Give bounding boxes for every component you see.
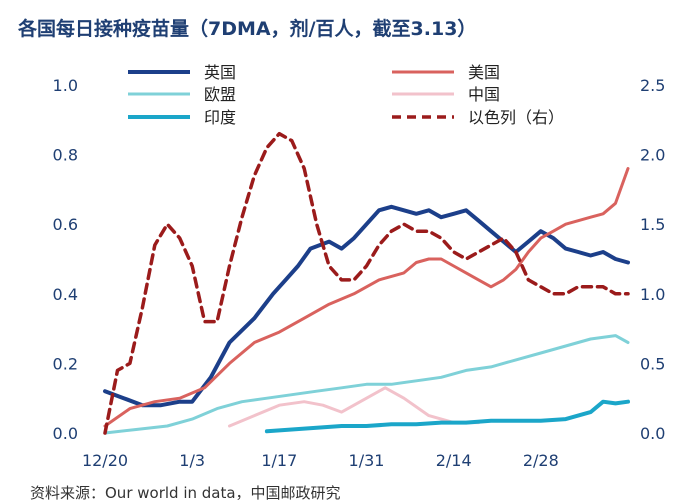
legend-label: 以色列（右）	[468, 108, 564, 127]
y-right-tick-label: 1.0	[640, 285, 665, 304]
legend-label: 美国	[468, 63, 500, 82]
legend-label: 印度	[204, 108, 236, 127]
source-note: 资料来源：Our world in data，中国邮政研究	[30, 484, 341, 502]
series-line	[103, 167, 630, 428]
x-tick-label: 12/20	[82, 451, 128, 470]
series-line	[264, 399, 630, 434]
series-line	[103, 334, 630, 435]
y-left-tick-label: 0.0	[53, 424, 78, 443]
y-left-tick-label: 0.8	[53, 146, 78, 165]
legend-label: 英国	[204, 63, 236, 82]
x-tick-label: 2/28	[523, 451, 559, 470]
y-right-tick-label: 0.0	[640, 424, 665, 443]
y-left-tick-label: 0.2	[53, 354, 78, 373]
x-tick-label: 1/3	[179, 451, 205, 470]
y-right-tick-label: 1.5	[640, 215, 665, 234]
series-line	[228, 386, 481, 428]
series-line	[103, 131, 630, 435]
y-right-tick-label: 2.5	[640, 76, 665, 95]
y-right-tick-label: 2.0	[640, 146, 665, 165]
x-tick-label: 2/14	[436, 451, 472, 470]
series-line	[103, 204, 630, 408]
x-tick-label: 1/17	[261, 451, 297, 470]
y-left-tick-label: 1.0	[53, 76, 78, 95]
y-left-tick-label: 0.6	[53, 215, 78, 234]
legend-label: 中国	[468, 85, 500, 104]
legend-label: 欧盟	[204, 85, 236, 104]
chart-title: 各国每日接种疫苗量（7DMA，剂/百人，截至3.13）	[18, 18, 477, 40]
y-right-tick-label: 0.5	[640, 354, 665, 373]
y-left-tick-label: 0.4	[53, 285, 78, 304]
x-tick-label: 1/31	[349, 451, 385, 470]
